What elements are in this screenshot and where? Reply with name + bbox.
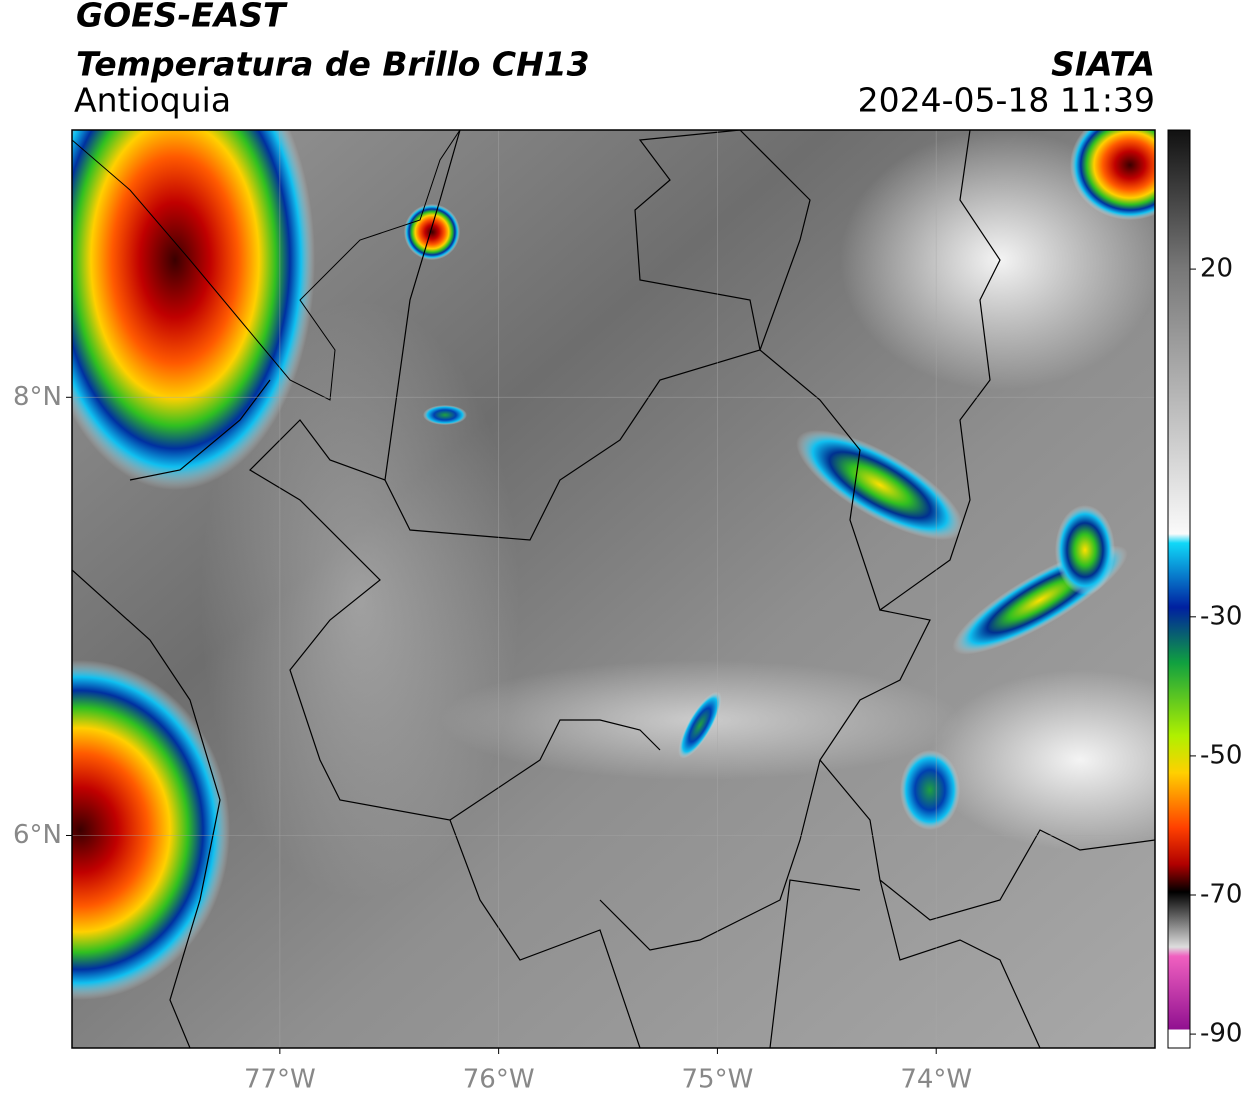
colorbar-tick-label: -90 xyxy=(1200,1019,1242,1049)
colorbar-tick-label: -50 xyxy=(1200,740,1242,770)
datetime: 2024-05-18 11:39 xyxy=(858,81,1155,120)
x-tick-label: 74°W xyxy=(900,1065,972,1095)
colorbar-tick-label: 20 xyxy=(1200,254,1233,284)
x-tick-label: 76°W xyxy=(463,1065,535,1095)
colorbar-tick-label: -30 xyxy=(1200,601,1242,631)
y-tick-label: 6°N xyxy=(13,820,62,850)
subtitle: Temperatura de Brillo CH13 xyxy=(76,45,590,84)
grid xyxy=(72,130,1155,1048)
title: GOES-EAST xyxy=(76,0,288,35)
y-tick-label: 8°N xyxy=(13,382,62,412)
x-tick-label: 77°W xyxy=(244,1065,316,1095)
imagery xyxy=(72,130,1155,1048)
x-tick-label: 75°W xyxy=(682,1065,754,1095)
source: SIATA xyxy=(1051,45,1155,84)
region: Antioquia xyxy=(74,81,231,120)
colorbar-tick-label: -70 xyxy=(1200,880,1242,910)
colorbar xyxy=(1167,129,1191,1049)
map-frame xyxy=(71,129,1156,1049)
